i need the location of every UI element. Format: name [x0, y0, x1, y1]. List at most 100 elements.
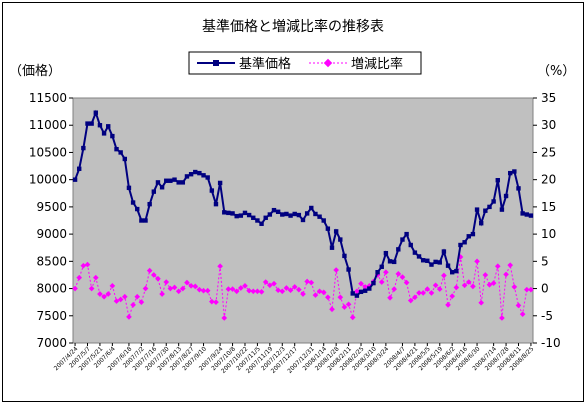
price-point [217, 180, 223, 186]
price-point [499, 207, 505, 212]
series-price [72, 109, 534, 298]
price-point [412, 250, 418, 255]
price-point [474, 207, 480, 212]
left-tick-label: 7500 [36, 309, 67, 323]
ratio-point [515, 302, 522, 309]
chart-title: 基準価格と増減比率の推移表 [202, 18, 384, 35]
ratio-point [378, 279, 385, 285]
price-point [242, 210, 248, 216]
ratio-point [445, 302, 451, 308]
ratio-point [325, 294, 331, 301]
ratio-point [250, 288, 257, 295]
price-point [230, 211, 235, 216]
left-tick-label: 10000 [29, 173, 67, 187]
ratio-point [258, 288, 265, 295]
price-point [520, 211, 525, 216]
ratio-point [291, 284, 298, 290]
ratio-point [287, 287, 294, 294]
ratio-point [121, 293, 128, 300]
price-point [487, 204, 492, 210]
ratio-point [109, 283, 116, 289]
left-tick-label: 11500 [29, 91, 67, 105]
ratio-point [267, 282, 273, 289]
price-point [309, 205, 314, 211]
ratio-point [213, 299, 219, 305]
ratio-point [76, 274, 83, 281]
price-point [350, 291, 355, 296]
price-point [346, 267, 351, 272]
ratio-point [80, 262, 87, 269]
price-point [491, 199, 496, 204]
price-point [288, 213, 293, 218]
price-point [367, 286, 372, 291]
price-point [275, 209, 281, 214]
ratio-point [246, 287, 252, 294]
legend-marker-ratio [323, 58, 333, 68]
price-point [85, 121, 90, 126]
price-point [172, 177, 177, 182]
chart: 基準価格と増減比率の推移表 （価格） （%） 基準価格 増減比率 7000 750… [9, 18, 575, 375]
ratio-point [349, 314, 356, 321]
price-point [429, 262, 434, 267]
price-point [226, 210, 231, 216]
left-tick-label: 11000 [29, 118, 67, 132]
ratio-point [507, 262, 514, 268]
right-axis: -10 -5 0 5 10 15 20 25 30 35 [533, 91, 561, 350]
price-point [449, 270, 455, 275]
price-point [97, 123, 103, 128]
ratio-point [126, 314, 132, 320]
ratio-point [229, 286, 236, 292]
left-tick-label: 7000 [36, 336, 67, 350]
left-tick-label: 8500 [36, 254, 67, 268]
ratio-point [101, 293, 107, 300]
ratio-point [300, 291, 306, 297]
ratio-point [403, 279, 410, 286]
ratio-point [416, 290, 422, 296]
ratio-point [428, 290, 435, 296]
price-point [77, 166, 82, 171]
price-point [143, 218, 148, 223]
ratio-point [329, 306, 335, 313]
ratio-point [167, 285, 174, 292]
price-point [458, 242, 463, 248]
price-point [416, 254, 422, 259]
right-tick-label: -10 [541, 336, 561, 350]
price-point [135, 206, 140, 212]
price-point [371, 280, 376, 286]
price-point [193, 169, 198, 175]
price-point [512, 169, 517, 174]
ratio-point [221, 315, 228, 321]
price-point [508, 170, 513, 176]
price-point [478, 221, 484, 226]
legend-marker-price [213, 60, 219, 66]
price-point [89, 121, 94, 126]
price-point [263, 215, 268, 220]
price-point [292, 211, 297, 217]
price-point [164, 178, 169, 183]
price-point [516, 186, 521, 191]
ratio-point [486, 281, 493, 288]
left-axis-label: （価格） [9, 63, 61, 79]
price-point [329, 245, 335, 250]
price-point [197, 170, 202, 176]
ratio-point [283, 285, 290, 291]
ratio-point [519, 311, 526, 317]
ratio-point [159, 291, 165, 297]
price-point [180, 180, 186, 185]
price-point [267, 212, 273, 217]
price-point [354, 293, 360, 298]
left-axis: 7000 7500 8000 8500 9000 9500 10000 10500 11000 1… [29, 91, 73, 350]
price-point [106, 124, 111, 129]
ratio-point [97, 291, 103, 297]
ratio-point [308, 279, 315, 286]
ratio-point [395, 271, 402, 277]
price-point [495, 178, 500, 183]
ratio-point [84, 261, 91, 268]
price-point [420, 258, 426, 263]
ratio-point [474, 258, 480, 265]
right-tick-label: 5 [541, 254, 549, 268]
price-point [404, 231, 409, 237]
ratio-point [482, 272, 489, 278]
price-point [454, 268, 459, 274]
ratio-line [74, 256, 531, 319]
